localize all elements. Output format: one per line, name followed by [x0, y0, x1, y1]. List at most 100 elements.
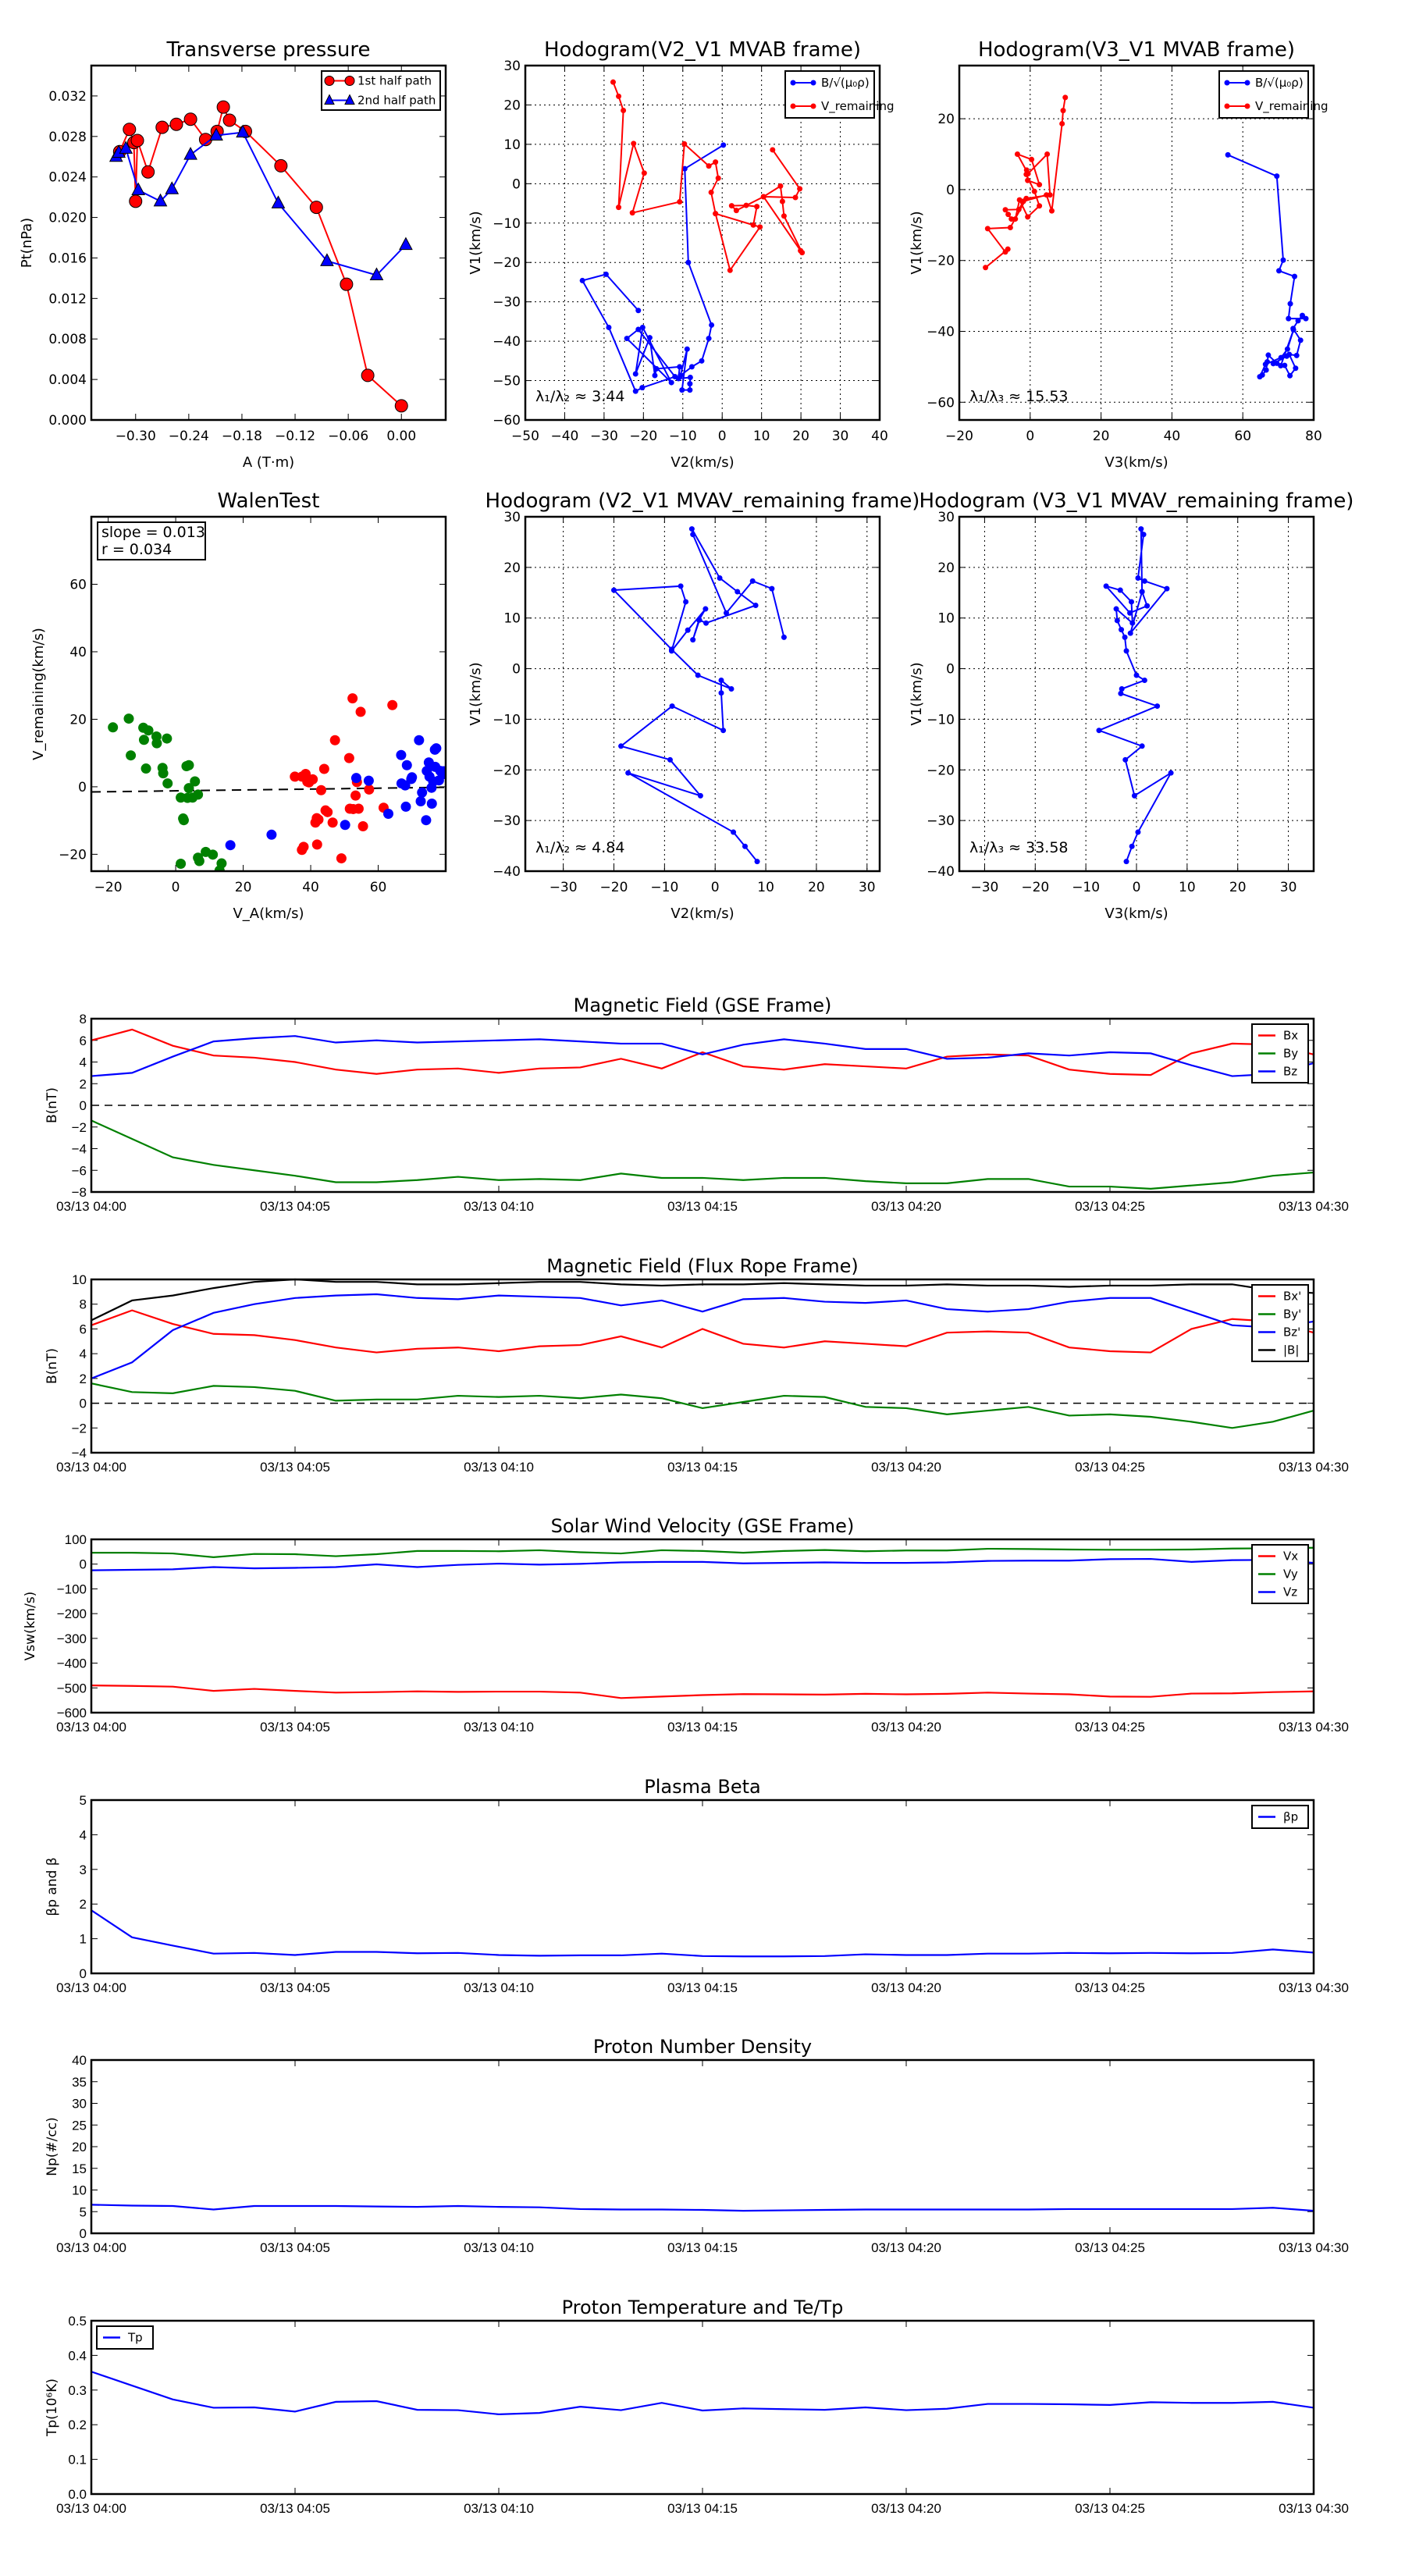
data-point [1002, 207, 1008, 213]
data-point [690, 532, 696, 538]
y-tick-label: 0.008 [48, 332, 87, 347]
plasma-beta-frame [90, 1799, 1315, 1975]
data-point [798, 247, 804, 254]
series-0 [112, 100, 408, 413]
x-tick-label: 03/13 04:15 [667, 1460, 738, 1475]
data-point [685, 259, 692, 265]
stats-text: slope = 0.013 [101, 524, 205, 541]
legend-box [321, 70, 441, 111]
chart-title: Hodogram (V2_V1 MVAV_remaining frame) [486, 489, 920, 513]
legend-label: By' [1283, 1308, 1301, 1322]
data-point [728, 686, 735, 692]
data-point [1037, 182, 1043, 188]
data-point [1025, 170, 1031, 176]
eigenvalue-ratio: λ₁/λ₃ ≈ 33.58 [969, 839, 1069, 856]
data-point [350, 790, 361, 801]
legend-label: B/√(μ₀ρ) [821, 76, 870, 90]
y-tick-label: 5 [80, 2204, 87, 2219]
x-axis-label: V2(km/s) [670, 454, 734, 471]
y-tick-label: 0.020 [48, 211, 87, 226]
y-tick-label: −20 [59, 847, 87, 863]
x-tick-label: 03/13 04:10 [464, 1720, 534, 1735]
data-point [706, 336, 712, 342]
data-point [1276, 268, 1282, 274]
data-point [713, 159, 719, 165]
data-point [357, 820, 368, 831]
x-tick-label: 0 [718, 429, 727, 444]
data-point [406, 774, 417, 785]
legend-label: Bz' [1283, 1325, 1300, 1340]
y-tick-label: −30 [493, 295, 521, 311]
x-tick-label: −20 [629, 429, 657, 444]
data-point [1029, 156, 1035, 162]
y-tick-label: −30 [927, 813, 955, 829]
data-point [1299, 312, 1305, 318]
data-point [750, 222, 756, 228]
data-point [1007, 224, 1013, 230]
x-tick-label: 03/13 04:00 [56, 1720, 126, 1735]
data-point [639, 385, 646, 391]
legend-marker [344, 94, 355, 105]
data-point [635, 326, 642, 333]
chart-title: Proton Temperature and Te/Tp [562, 2297, 844, 2318]
data-point [708, 189, 714, 195]
data-point [727, 267, 733, 273]
y-tick-label: −20 [493, 255, 521, 271]
chart-title: Proton Number Density [593, 2036, 812, 2058]
data-point [678, 583, 684, 589]
data-point [639, 324, 646, 330]
series-line-2 [91, 1557, 1314, 1571]
y-tick-label: 0.004 [48, 372, 87, 388]
data-point [629, 210, 635, 216]
x-tick-label: 03/13 04:10 [464, 2240, 534, 2255]
data-point [1144, 603, 1151, 609]
data-point [1117, 587, 1123, 593]
data-point [1274, 173, 1280, 180]
x-tick-label: 03/13 04:30 [1279, 1199, 1349, 1214]
data-point [1113, 606, 1119, 612]
y-tick-label: −300 [57, 1631, 87, 1646]
x-tick-label: 10 [757, 880, 774, 895]
x-tick-label: 03/13 04:10 [464, 1460, 534, 1475]
x-tick-label: −10 [669, 429, 697, 444]
data-point [579, 277, 585, 283]
plot-area [983, 94, 1309, 380]
data-point [718, 677, 724, 683]
data-point [129, 194, 143, 208]
proton-temperature-frame [90, 2319, 1315, 2496]
y-axis-label: Vsw(km/s) [23, 1592, 38, 1661]
x-tick-label: 80 [1305, 429, 1322, 444]
chart-title: Hodogram(V3_V1 MVAB frame) [978, 38, 1295, 62]
data-point [1127, 610, 1133, 616]
x-tick-label: 03/13 04:05 [260, 2240, 330, 2255]
data-point [343, 753, 354, 763]
data-point [400, 801, 411, 812]
magnetic-field-gse-panel: Magnetic Field (GSE Frame) 03/13 04:00 03/… [44, 994, 1349, 1214]
data-point [140, 763, 151, 774]
legend: Tp [96, 2325, 154, 2350]
x-tick-label: 20 [808, 880, 825, 895]
y-tick-label: 0 [80, 1397, 87, 1411]
data-point [274, 158, 288, 173]
x-tick-label: 60 [1234, 429, 1251, 444]
y-tick-label: 10 [72, 1272, 87, 1287]
y-tick-label: 3 [80, 1863, 87, 1877]
data-point [1016, 206, 1022, 212]
data-point [621, 108, 627, 114]
solar-wind-velocity-panel: Solar Wind Velocity (GSE Frame) 03/13 04:… [23, 1515, 1349, 1735]
data-point [162, 733, 173, 744]
legend-marker [1244, 103, 1250, 109]
legend-label: Vy [1283, 1567, 1298, 1582]
data-point [183, 112, 197, 126]
x-tick-label: −0.06 [328, 429, 368, 444]
chart-title: WalenTest [218, 489, 320, 513]
y-axis-label: Pt(nPa) [19, 218, 35, 268]
data-point [315, 785, 326, 795]
data-point [720, 728, 727, 734]
data-point [1139, 589, 1145, 595]
y-tick-label: 40 [72, 2053, 87, 2068]
legend-label: B/√(μ₀ρ) [1255, 76, 1304, 90]
data-point [271, 195, 286, 208]
data-point [414, 735, 425, 745]
legend: B/√(μ₀ρ) V_remaining [1218, 70, 1329, 119]
